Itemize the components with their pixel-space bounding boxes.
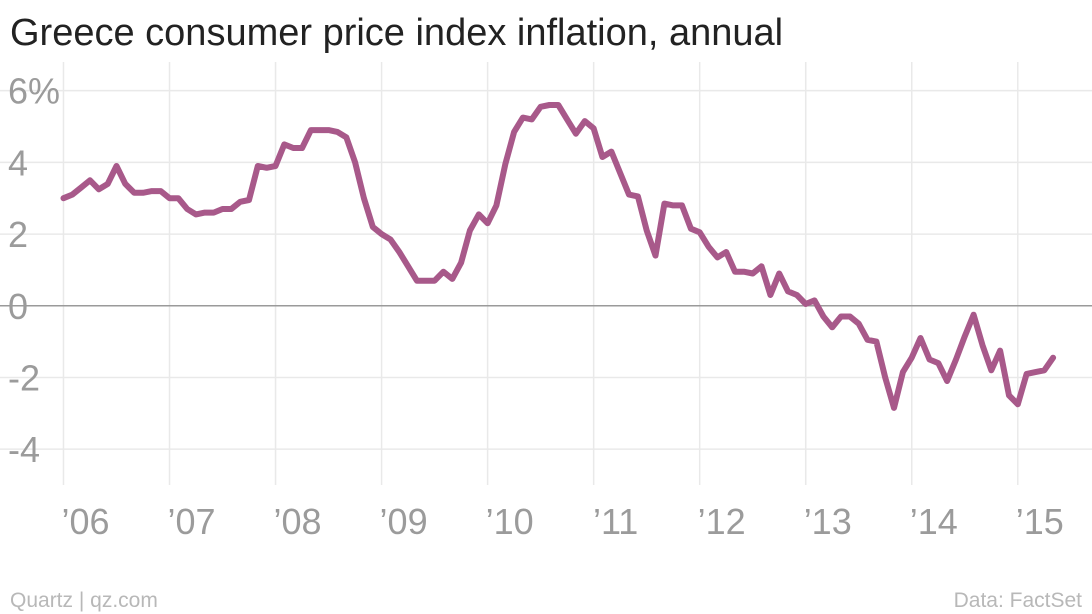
x-tick-label: ’14 bbox=[910, 501, 958, 542]
x-tick-label: ’12 bbox=[698, 501, 746, 542]
y-tick-label: -4 bbox=[8, 429, 40, 470]
plot-area bbox=[60, 102, 1057, 411]
y-tick-label: 4 bbox=[8, 142, 28, 183]
grid-lines bbox=[0, 62, 1092, 485]
chart-title: Greece consumer price index inflation, a… bbox=[10, 12, 783, 54]
y-tick-label: 6% bbox=[8, 71, 60, 112]
x-tick-label: ’10 bbox=[486, 501, 534, 542]
source-text: Data: FactSet bbox=[954, 589, 1083, 612]
x-tick-label: ’07 bbox=[167, 501, 215, 542]
credit-text: Quartz | qz.com bbox=[10, 589, 158, 612]
y-axis: 6% 4 2 0 -2 -4 bbox=[8, 71, 60, 470]
x-tick-label: ’15 bbox=[1016, 501, 1064, 542]
x-tick-label: ’09 bbox=[380, 501, 428, 542]
x-tick-label: ’11 bbox=[593, 501, 638, 542]
x-tick-label: ’13 bbox=[804, 501, 852, 542]
x-tick-label: ’06 bbox=[61, 501, 109, 542]
y-tick-label: 2 bbox=[8, 214, 28, 255]
x-axis: ’06 ’07 ’08 ’09 ’10 ’11 ’12 ’13 ’14 ’15 bbox=[61, 501, 1063, 542]
series-line bbox=[60, 102, 1057, 411]
x-tick-label: ’08 bbox=[274, 501, 322, 542]
y-tick-label: 0 bbox=[8, 286, 28, 327]
y-tick-label: -2 bbox=[8, 357, 40, 398]
